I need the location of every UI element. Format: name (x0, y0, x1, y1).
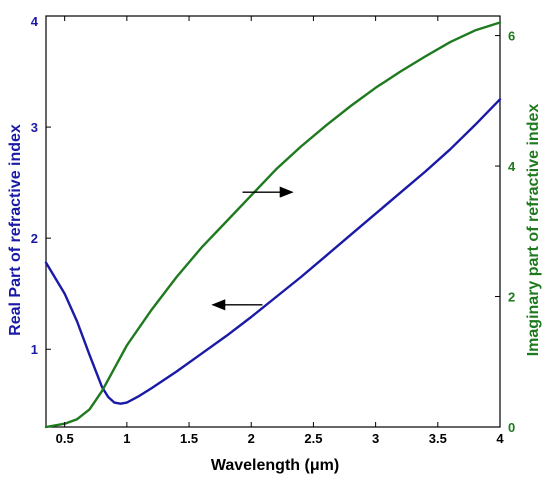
y1-tick-label: 3 (31, 120, 38, 135)
imaginary-index-line (44, 21, 502, 429)
x-tick-label: 2 (248, 431, 255, 446)
y2-tick-label: 2 (508, 290, 515, 305)
y1-tick-label: 1 (31, 342, 38, 357)
plot-frame (45, 15, 501, 428)
y1-axis-title: Real Part of refractive index (7, 124, 24, 336)
x-tick-label: 4 (496, 431, 504, 446)
x-tick-label: 1.5 (180, 431, 198, 446)
x-tick-label: 1 (123, 431, 130, 446)
x-tick-label: 3 (372, 431, 379, 446)
real-index-line (44, 98, 502, 405)
y2-axis-title: Imaginary part of refractive index (525, 104, 542, 357)
annotation-layer (211, 186, 294, 311)
y2-tick-label: 6 (508, 29, 515, 44)
plot-border (45, 15, 501, 428)
series-layer (44, 21, 502, 429)
y2-tick-label: 4 (508, 159, 516, 174)
x-axis-title: Wavelength (μm) (211, 457, 339, 474)
x-tick-label: 2.5 (304, 431, 322, 446)
x-tick-label: 3.5 (429, 431, 447, 446)
y2-tick-label: 0 (508, 420, 515, 435)
x-tick-label: 0.5 (56, 431, 74, 446)
y1-tick-label: 2 (31, 231, 38, 246)
y1-tick-label: 4 (31, 14, 39, 29)
